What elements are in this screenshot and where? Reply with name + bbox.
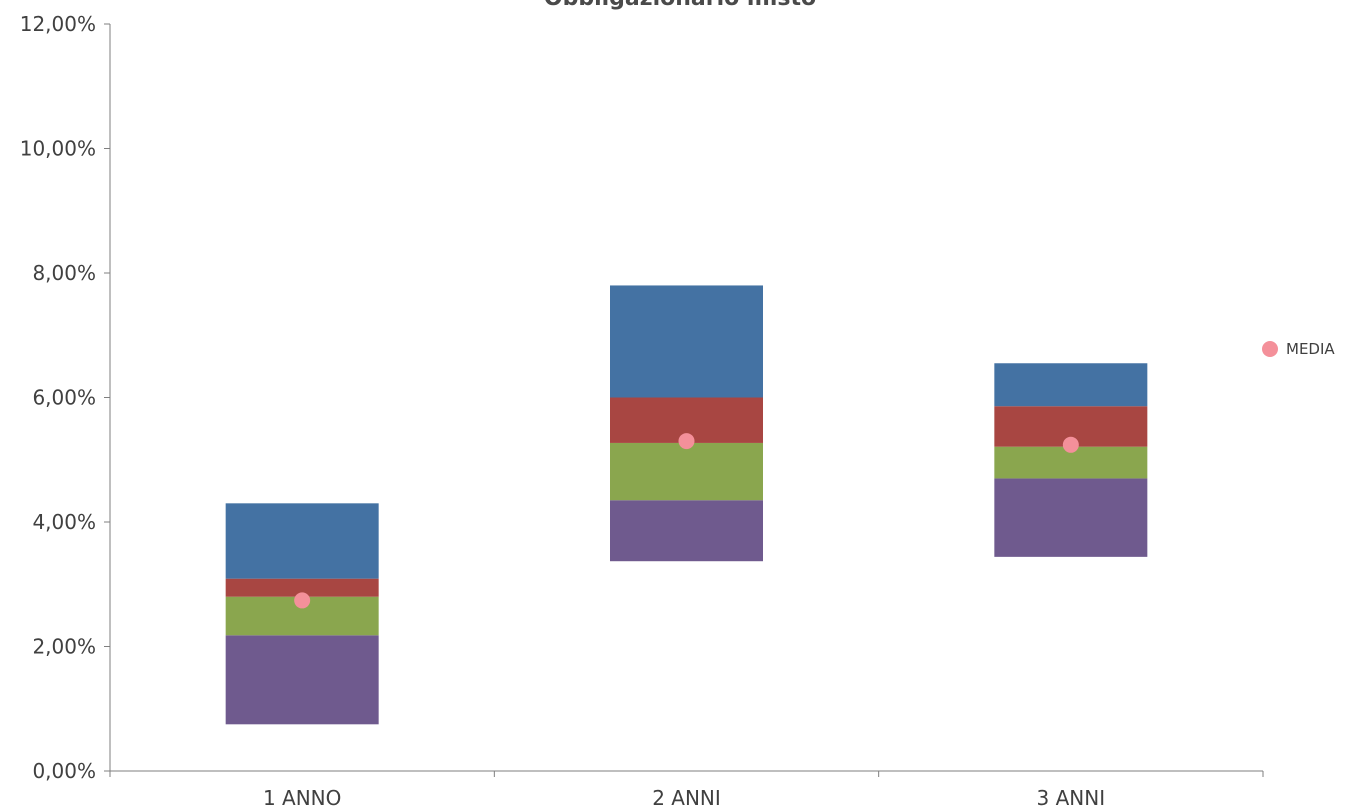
legend: MEDIA bbox=[1262, 340, 1335, 358]
y-tick-label: 4,00% bbox=[32, 510, 96, 534]
y-tick-label: 0,00% bbox=[32, 759, 96, 783]
bar-segment bbox=[994, 363, 1148, 407]
bar-segment bbox=[610, 442, 763, 501]
y-tick-label: 2,00% bbox=[32, 635, 96, 659]
legend-marker-icon bbox=[1262, 341, 1278, 357]
bar-segment bbox=[610, 285, 763, 398]
x-tick-label: 3 ANNI bbox=[1037, 786, 1106, 807]
x-tick-label: 1 ANNO bbox=[263, 786, 341, 807]
media-point bbox=[678, 433, 695, 450]
x-tick-label: 2 ANNI bbox=[652, 786, 721, 807]
bar-segment bbox=[225, 503, 379, 579]
y-tick-label: 6,00% bbox=[32, 386, 96, 410]
legend-label: MEDIA bbox=[1286, 340, 1335, 358]
bar-segment bbox=[610, 500, 763, 562]
y-tick-label: 10,00% bbox=[20, 137, 96, 161]
media-point bbox=[294, 592, 311, 609]
y-tick-label: 12,00% bbox=[20, 12, 96, 36]
y-tick-label: 8,00% bbox=[32, 261, 96, 285]
bar-segment bbox=[225, 578, 379, 597]
media-point bbox=[1062, 436, 1079, 453]
chart-title: Obbligazionario misto bbox=[420, 0, 940, 11]
bar-segment bbox=[994, 478, 1148, 557]
bar-segment bbox=[225, 635, 379, 725]
